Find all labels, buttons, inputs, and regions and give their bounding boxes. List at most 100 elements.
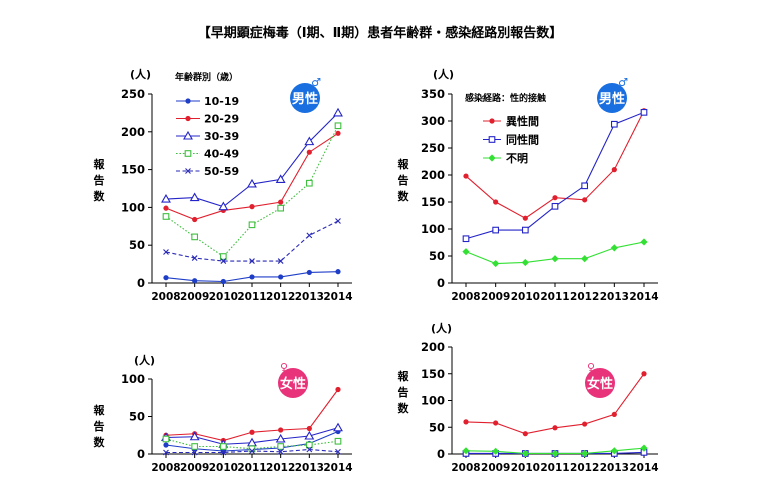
data-point [192,278,198,284]
chart-panel: 0 50 100 2008 2009 2010 2011 2012 2013 2014 (人) 報告数… [94,353,353,474]
data-point [551,255,559,263]
y-axis-label-char: 報 [94,403,106,417]
unit-label: (人) [433,67,454,81]
y-axis-label-char: 告 [398,385,409,399]
y-axis-label-char: 報 [94,157,106,171]
data-point [218,201,229,211]
data-point [306,269,312,276]
data-point [335,386,341,393]
series-5 [163,446,341,456]
series-1 [463,108,647,221]
data-point [305,179,313,187]
data-point [191,255,198,261]
data-point [248,221,256,229]
data-point [462,235,470,243]
data-point [277,258,284,264]
y-tick-label: 350 [421,87,445,101]
male-symbol-icon: ♂ [311,76,321,89]
x-tick-label: 2012 [570,462,599,474]
y-axis-label-char: 報 [398,157,410,171]
y-tick-label: 100 [121,372,145,386]
x-tick-label: 2012 [266,462,295,474]
chart-panel: 0 50 100 150 200 2008 2009 2010 2011 2012 2013 2014… [398,321,659,474]
sex-badge: ♂ 男性 [597,76,628,113]
data-point [161,193,171,203]
series-1 [463,371,647,437]
data-point [306,425,312,432]
data-point [162,435,170,443]
data-point [249,448,255,454]
series-2 [462,109,648,243]
data-point [305,441,313,449]
x-tick-label: 2011 [237,291,266,303]
data-point [522,215,528,221]
series-2 [163,130,341,223]
data-point [640,444,648,452]
legend-label: 20-29 [204,113,239,126]
legend-label: 異性間 [506,114,539,128]
y-tick-label: 0 [437,447,445,461]
data-point [278,199,284,205]
x-tick-label: 2012 [266,291,295,303]
legend-label: 40-49 [204,148,239,161]
y-tick-label: 250 [121,87,145,101]
series-5 [163,218,341,264]
y-axis-label: 報告数 [94,403,106,449]
badge-circle [597,83,627,113]
data-point [278,427,284,433]
sex-badge: ♀ 女性 [585,361,615,398]
data-point [249,274,255,280]
data-point [304,430,315,440]
x-tick-label: 2009 [481,291,510,303]
y-axis-label-char: 数 [398,189,410,203]
badge-label: 女性 [587,376,613,392]
y-axis-label-char: 数 [94,189,106,203]
data-point [277,204,285,212]
y-axis-label-char: 数 [398,401,410,415]
data-point [249,429,255,435]
legend-title: 年齢群別（歳） [175,71,238,83]
y-tick-label: 200 [421,340,445,354]
data-point [335,218,341,224]
data-point [521,258,529,267]
data-point [492,226,500,234]
data-point [334,122,342,130]
data-point [220,278,226,285]
sex-badge: ♀ 女性 [278,361,308,398]
y-tick-label: 0 [137,447,145,461]
data-point [189,431,200,441]
data-point [249,258,255,264]
data-point [163,275,169,281]
x-tick-label: 2013 [600,462,629,474]
badge-circle [278,368,308,398]
y-axis-label-char: 報 [398,369,410,383]
legend-marker [183,130,193,140]
data-point [247,178,257,188]
y-tick-label: 50 [129,410,145,424]
data-point [581,449,589,458]
y-tick-label: 250 [421,141,445,155]
data-point [462,447,470,455]
y-axis-label: 報告数 [94,157,106,203]
data-point [522,431,528,437]
data-point [552,195,558,201]
x-tick-label: 2013 [295,462,324,474]
series-line [465,111,645,240]
legend-marker [185,115,191,122]
x-tick-label: 2011 [237,462,266,474]
data-point [582,197,588,203]
series-3 [161,107,343,211]
y-tick-label: 50 [429,420,445,434]
data-point [641,371,647,377]
unit-label: (人) [134,353,155,367]
x-tick-label: 2010 [209,462,238,474]
data-point [163,249,169,255]
unit-label: (人) [130,67,151,81]
y-tick-label: 100 [121,200,145,214]
y-tick-label: 50 [429,249,445,263]
y-axis-label: 報告数 [398,157,410,203]
y-tick-label: 150 [421,195,445,209]
